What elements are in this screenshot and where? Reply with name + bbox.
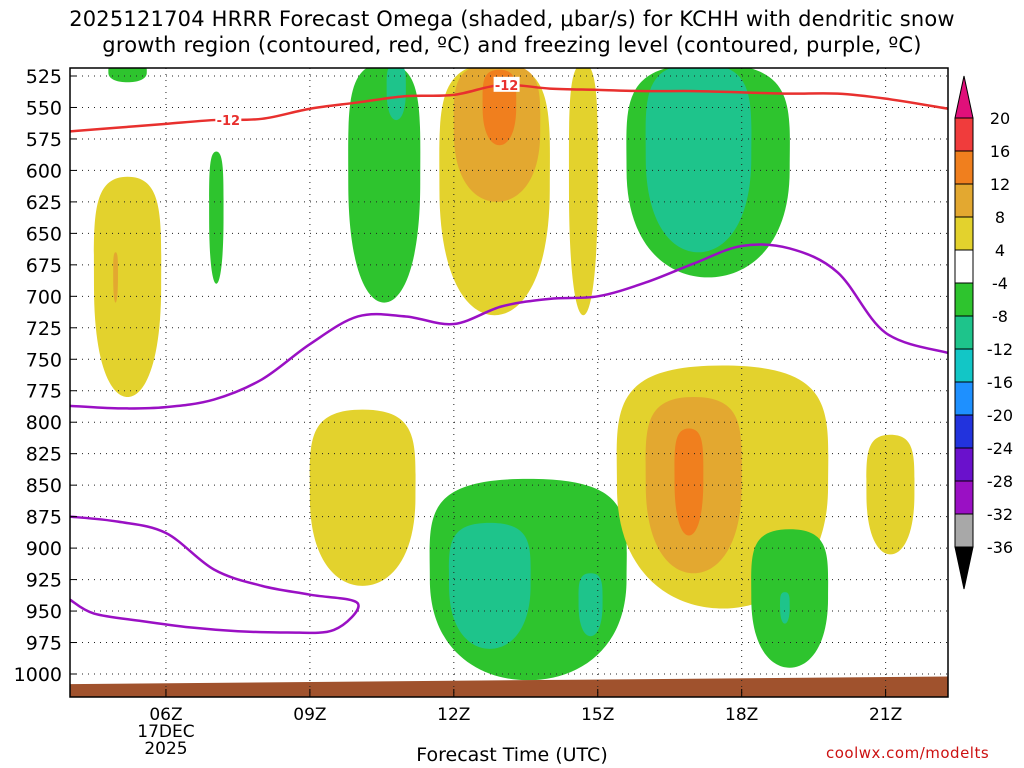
colorbar-label-13: -36 [987, 538, 1013, 557]
colorbar-segment-2 [954, 183, 974, 218]
colorbar-segment-5 [954, 282, 974, 317]
colorbar-label-4: 4 [995, 241, 1005, 260]
omega-region-19 [751, 529, 829, 668]
plot-area: -12 -12 [70, 68, 948, 697]
colorbar-segment-10 [954, 447, 974, 482]
y-tick-label-950: 950 [26, 601, 62, 623]
omega-region-4 [348, 68, 421, 303]
series-line-2 [70, 515, 360, 635]
omega-region-12 [309, 409, 416, 586]
colorbar-bottom-arrow [954, 546, 974, 590]
series-label-bg-0-1 [493, 76, 520, 92]
y-tick-label-825: 825 [26, 444, 62, 466]
colorbar-segment-9 [954, 414, 974, 449]
plot-frame [69, 67, 949, 698]
x-tick-label-6: 06Z [149, 705, 182, 725]
colorbar-segment-12 [954, 513, 974, 548]
x-tick-label-18: 18Z [725, 705, 758, 725]
chart-title-line2: growth region (contoured, red, ºC) and f… [102, 33, 922, 57]
colorbar-segment-4 [954, 249, 974, 284]
y-tick-label-525: 525 [26, 66, 62, 88]
y-tick-label-575: 575 [26, 129, 62, 151]
x-axis-label: Forecast Time (UTC) [416, 744, 608, 766]
omega-region-21 [866, 434, 915, 555]
y-tick-label-550: 550 [26, 97, 62, 119]
y-tick-label-675: 675 [26, 255, 62, 277]
colorbar-label-5: -4 [992, 274, 1008, 293]
y-tick-label-725: 725 [26, 318, 62, 340]
date-label-1: 2025 [144, 739, 187, 759]
colorbar-segment-0 [954, 117, 974, 152]
y-tick-label-750: 750 [26, 349, 62, 371]
series-line-1 [70, 243, 948, 410]
chart-title-line1: 2025121704 HRRR Forecast Omega (shaded, … [69, 7, 955, 31]
series-label-0-0: -12 [217, 114, 241, 129]
y-tick-label-625: 625 [26, 192, 62, 214]
colorbar-label-8: -16 [987, 373, 1013, 392]
y-tick-label-875: 875 [26, 507, 62, 529]
colorbar-segment-1 [954, 150, 974, 185]
y-tick-label-975: 975 [26, 633, 62, 655]
grid [70, 68, 948, 697]
x-tick-label-12: 12Z [437, 705, 470, 725]
omega-region-5 [386, 68, 406, 121]
series-label-0-1: -12 [495, 79, 519, 94]
colorbar-label-6: -8 [992, 307, 1008, 326]
colorbar-label-12: -32 [987, 505, 1013, 524]
y-axis: 525 550 575 600 625 650 675 700 725 750 775 800 825 8… [14, 66, 77, 686]
omega-region-14 [448, 522, 531, 649]
x-tick-label-9: 09Z [293, 705, 326, 725]
colorbar-label-2: 12 [990, 175, 1010, 194]
colorbar-segment-8 [954, 381, 974, 416]
y-tick-label-850: 850 [26, 475, 62, 497]
colorbar-top-arrow [954, 75, 974, 119]
colorbar-label-9: -20 [987, 406, 1013, 425]
colorbar-segment-11 [954, 480, 974, 515]
colorbar-label-3: 8 [995, 208, 1005, 227]
date-label-0: 17DEC [137, 722, 194, 742]
omega-region-11 [645, 68, 752, 253]
colorbar-label-1: 16 [990, 142, 1010, 161]
y-tick-label-800: 800 [26, 412, 62, 434]
omega-region-0 [93, 176, 162, 398]
credit-text: coolwx.com/modelts [826, 744, 990, 762]
omega-region-2 [108, 68, 147, 83]
terrain-strip [70, 676, 948, 697]
y-tick-label-1000: 1000 [14, 664, 62, 686]
colorbar-label-11: -28 [987, 472, 1013, 491]
colorbar-label-10: -24 [987, 439, 1013, 458]
y-tick-label-925: 925 [26, 570, 62, 592]
omega-region-20 [780, 592, 790, 624]
y-tick-label-775: 775 [26, 381, 62, 403]
colorbar-label-7: -12 [987, 340, 1013, 359]
colorbar: 20 16 12 8 4 -4 -8 -12 -16 -20 -24 -28 -32 -36 [954, 75, 1013, 590]
y-tick-label-650: 650 [26, 223, 62, 245]
colorbar-segment-7 [954, 348, 974, 383]
omega-region-3 [209, 151, 224, 284]
colorbar-segment-6 [954, 315, 974, 350]
y-tick-label-700: 700 [26, 286, 62, 308]
omega-region-15 [578, 573, 603, 637]
omega-region-1 [113, 252, 118, 303]
y-tick-label-600: 600 [26, 160, 62, 182]
x-tick-label-21: 21Z [869, 705, 902, 725]
colorbar-segment-3 [954, 216, 974, 251]
omega-region-18 [674, 428, 704, 536]
colorbar-label-0: 20 [990, 109, 1010, 128]
x-tick-label-15: 15Z [581, 705, 614, 725]
chart-title: 2025121704 HRRR Forecast Omega (shaded, … [0, 6, 1024, 58]
y-tick-label-900: 900 [26, 538, 62, 560]
omega-region-9 [568, 68, 598, 316]
series-label-bg-0-0 [215, 112, 242, 128]
